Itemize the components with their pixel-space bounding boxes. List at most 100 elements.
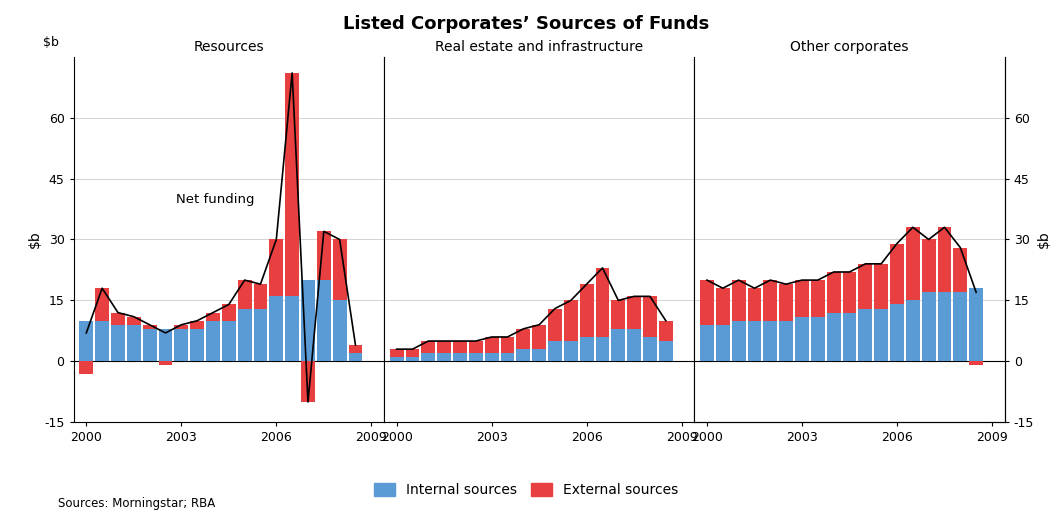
Bar bbox=[222, 321, 236, 362]
Bar bbox=[700, 325, 714, 362]
Bar bbox=[438, 341, 451, 353]
Bar bbox=[127, 317, 141, 325]
Bar bbox=[517, 349, 530, 362]
Bar bbox=[764, 280, 777, 321]
Bar bbox=[969, 288, 984, 362]
Bar bbox=[79, 362, 94, 373]
Bar bbox=[175, 325, 188, 329]
Bar bbox=[501, 353, 514, 362]
Bar bbox=[858, 308, 872, 362]
Legend: Internal sources, External sources: Internal sources, External sources bbox=[368, 478, 684, 503]
Bar bbox=[112, 313, 125, 325]
Bar bbox=[332, 239, 346, 300]
Bar bbox=[438, 353, 451, 362]
Bar bbox=[405, 357, 420, 362]
Bar bbox=[143, 325, 157, 329]
Bar bbox=[485, 353, 499, 362]
Bar bbox=[827, 313, 841, 362]
Text: Sources: Morningstar; RBA: Sources: Morningstar; RBA bbox=[58, 497, 215, 510]
Bar bbox=[206, 313, 220, 321]
Bar bbox=[469, 353, 483, 362]
Bar bbox=[890, 304, 904, 362]
Bar bbox=[269, 239, 283, 296]
Bar bbox=[811, 280, 825, 317]
Bar bbox=[548, 341, 562, 362]
Bar bbox=[611, 300, 625, 329]
Bar bbox=[238, 280, 251, 308]
Bar bbox=[95, 321, 109, 362]
Title: Other corporates: Other corporates bbox=[790, 40, 909, 54]
Bar bbox=[532, 325, 546, 349]
Bar bbox=[548, 308, 562, 341]
Bar bbox=[643, 337, 656, 362]
Bar bbox=[453, 353, 467, 362]
Bar bbox=[206, 321, 220, 362]
Title: Real estate and infrastructure: Real estate and infrastructure bbox=[436, 40, 643, 54]
Bar bbox=[595, 268, 609, 337]
Bar bbox=[643, 296, 656, 337]
Bar bbox=[564, 341, 578, 362]
Bar bbox=[127, 325, 141, 362]
Bar bbox=[175, 329, 188, 362]
Bar bbox=[732, 280, 746, 321]
Bar bbox=[811, 317, 825, 362]
Bar bbox=[874, 264, 888, 308]
Bar bbox=[190, 329, 204, 362]
Bar bbox=[937, 227, 951, 293]
Bar bbox=[469, 341, 483, 353]
Bar bbox=[222, 304, 236, 321]
Bar bbox=[906, 227, 919, 300]
Text: Listed Corporates’ Sources of Funds: Listed Corporates’ Sources of Funds bbox=[343, 15, 709, 33]
Bar bbox=[254, 308, 267, 362]
Bar bbox=[301, 362, 315, 402]
Bar bbox=[890, 244, 904, 304]
Title: Resources: Resources bbox=[194, 40, 264, 54]
Bar bbox=[332, 300, 346, 362]
Bar bbox=[422, 353, 436, 362]
Bar bbox=[659, 341, 673, 362]
Bar bbox=[301, 280, 315, 362]
Bar bbox=[485, 337, 499, 353]
Bar bbox=[843, 313, 856, 362]
Bar bbox=[858, 264, 872, 308]
Bar bbox=[969, 362, 984, 366]
Bar bbox=[922, 239, 935, 293]
Bar bbox=[405, 349, 420, 357]
Bar bbox=[764, 321, 777, 362]
Text: $b: $b bbox=[42, 37, 59, 49]
Bar bbox=[922, 293, 935, 362]
Y-axis label: $b: $b bbox=[27, 231, 41, 248]
Bar bbox=[580, 337, 593, 362]
Bar bbox=[580, 284, 593, 337]
Bar bbox=[254, 284, 267, 308]
Bar bbox=[143, 329, 157, 362]
Y-axis label: $b: $b bbox=[1037, 231, 1051, 248]
Bar bbox=[715, 325, 730, 362]
Bar bbox=[715, 288, 730, 325]
Bar bbox=[285, 73, 299, 296]
Bar bbox=[453, 341, 467, 353]
Bar bbox=[906, 300, 919, 362]
Bar bbox=[269, 296, 283, 362]
Bar bbox=[953, 293, 967, 362]
Bar bbox=[595, 337, 609, 362]
Bar bbox=[732, 321, 746, 362]
Bar bbox=[874, 308, 888, 362]
Bar bbox=[112, 325, 125, 362]
Bar bbox=[795, 280, 809, 317]
Bar bbox=[159, 362, 173, 366]
Bar bbox=[780, 284, 793, 321]
Bar bbox=[238, 308, 251, 362]
Bar bbox=[317, 280, 330, 362]
Bar bbox=[611, 329, 625, 362]
Bar bbox=[843, 272, 856, 313]
Bar bbox=[95, 288, 109, 321]
Bar bbox=[389, 357, 404, 362]
Bar bbox=[627, 329, 641, 362]
Bar bbox=[422, 341, 436, 353]
Bar bbox=[317, 231, 330, 280]
Bar bbox=[532, 349, 546, 362]
Bar bbox=[564, 300, 578, 341]
Bar bbox=[700, 280, 714, 325]
Bar bbox=[953, 248, 967, 293]
